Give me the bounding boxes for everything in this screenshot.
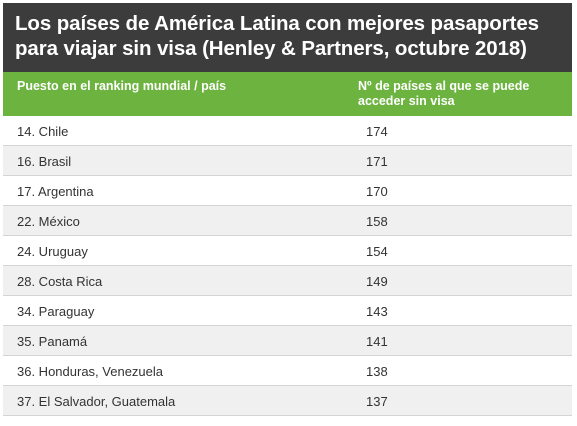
table-body: 14. Chile 174 16. Brasil 171 17. Argenti… <box>3 116 572 416</box>
column-header-country: Puesto en el ranking mundial / país <box>17 79 227 93</box>
table-row: 34. Paraguay 143 <box>3 296 572 326</box>
table-row: 14. Chile 174 <box>3 116 572 146</box>
value-cell: 158 <box>366 214 388 229</box>
country-cell: 24. Uruguay <box>17 244 88 259</box>
country-cell: 34. Paraguay <box>17 304 95 319</box>
value-cell: 170 <box>366 184 388 199</box>
country-cell: 28. Costa Rica <box>17 274 103 289</box>
table-row: 37. El Salvador, Guatemala 137 <box>3 386 572 416</box>
value-cell: 149 <box>366 274 388 289</box>
table-row: 24. Uruguay 154 <box>3 236 572 266</box>
country-cell: 16. Brasil <box>17 154 72 169</box>
country-cell: 22. México <box>17 214 80 229</box>
value-cell: 143 <box>366 304 388 319</box>
table-row: 17. Argentina 170 <box>3 176 572 206</box>
country-cell: 14. Chile <box>17 124 69 139</box>
table-header: Puesto en el ranking mundial / país Nº d… <box>3 72 572 116</box>
table-row: 36. Honduras, Venezuela 138 <box>3 356 572 386</box>
table-row: 28. Costa Rica 149 <box>3 266 572 296</box>
value-cell: 141 <box>366 334 388 349</box>
value-cell: 137 <box>366 394 388 409</box>
value-cell: 174 <box>366 124 388 139</box>
title-bar: Los países de América Latina con mejores… <box>3 3 572 72</box>
table-title: Los países de América Latina con mejores… <box>15 12 539 60</box>
country-cell: 35. Panamá <box>17 334 88 349</box>
country-cell: 36. Honduras, Venezuela <box>17 364 163 379</box>
table-row: 16. Brasil 171 <box>3 146 572 176</box>
country-cell: 17. Argentina <box>17 184 94 199</box>
column-header-value: Nº de países al que se puede acceder sin… <box>358 79 530 108</box>
value-cell: 154 <box>366 244 388 259</box>
value-cell: 171 <box>366 154 388 169</box>
value-cell: 138 <box>366 364 388 379</box>
table-row: 22. México 158 <box>3 206 572 236</box>
country-cell: 37. El Salvador, Guatemala <box>17 394 176 409</box>
table-row: 35. Panamá 141 <box>3 326 572 356</box>
